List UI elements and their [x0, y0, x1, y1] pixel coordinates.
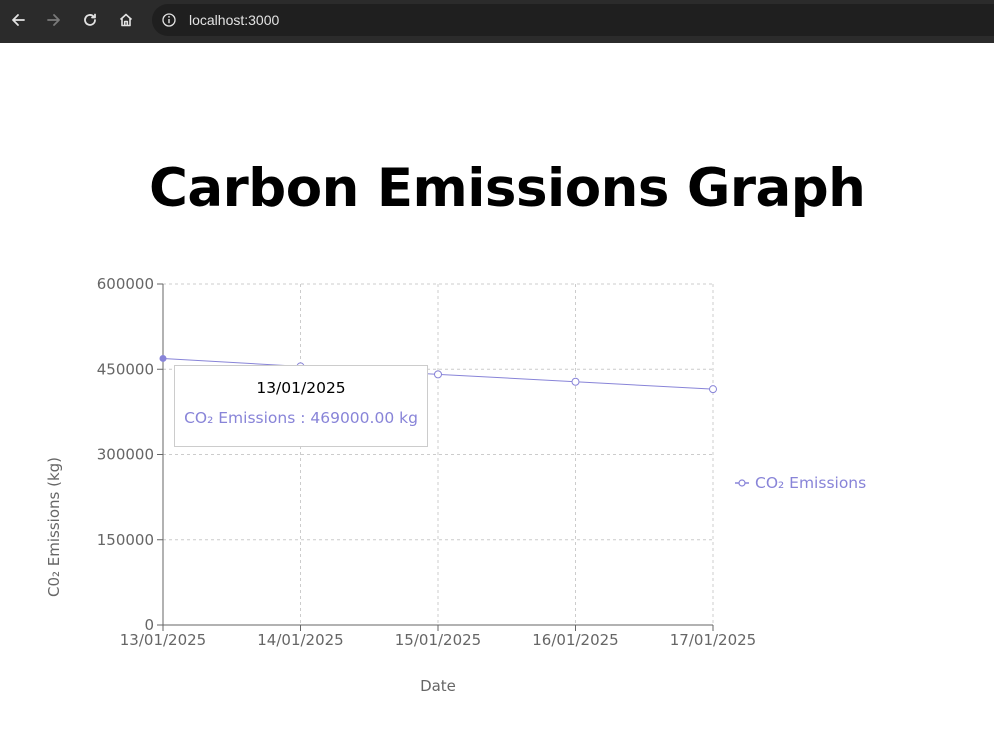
reload-button[interactable] [78, 8, 102, 32]
x-tick-label: 14/01/2025 [257, 631, 343, 649]
y-tick-label: 450000 [97, 360, 154, 378]
tooltip-date: 13/01/2025 [256, 379, 346, 397]
y-tick-label: 300000 [97, 446, 154, 464]
data-point [434, 370, 442, 379]
data-point [709, 385, 717, 394]
forward-button[interactable] [42, 8, 66, 32]
chart-axes: 0 150000 300000 450000 600000 13/01/2025 14/01… [97, 275, 757, 649]
reload-icon [84, 13, 96, 26]
x-axis-title: Date [420, 677, 456, 695]
x-tick-label: 13/01/2025 [120, 631, 206, 649]
legend-item-co2-emissions: CO₂ Emissions [755, 474, 866, 492]
legend-dot-icon [738, 479, 746, 487]
y-tick-label: 0 [144, 616, 154, 634]
forward-arrow-icon [47, 14, 60, 26]
page-title: Carbon Emissions Graph [149, 158, 866, 219]
y-tick-label: 600000 [97, 275, 154, 293]
back-arrow-icon [12, 14, 25, 26]
browser-toolbar: localhost:3000 [0, 0, 994, 43]
data-point-active [159, 354, 167, 362]
x-tick-label: 15/01/2025 [395, 631, 481, 649]
address-bar[interactable]: localhost:3000 [152, 4, 994, 36]
chart-grid [162, 283, 714, 626]
y-axis-title: C0₂ Emissions (kg) [45, 457, 63, 597]
url-text[interactable]: localhost:3000 [189, 12, 280, 28]
y-tick-label: 150000 [97, 531, 154, 549]
x-tick-label: 17/01/2025 [670, 631, 756, 649]
info-icon[interactable] [162, 13, 176, 27]
back-button[interactable] [6, 8, 30, 32]
x-tick-label: 16/01/2025 [532, 631, 618, 649]
chart-legend[interactable]: CO₂ Emissions [735, 474, 866, 492]
home-icon [119, 13, 133, 27]
tooltip-value: CO₂ Emissions : 469000.00 kg [184, 409, 418, 427]
chart-tooltip: 13/01/2025 CO₂ Emissions : 469000.00 kg [174, 365, 428, 447]
home-button[interactable] [114, 8, 138, 32]
data-point [571, 377, 580, 386]
